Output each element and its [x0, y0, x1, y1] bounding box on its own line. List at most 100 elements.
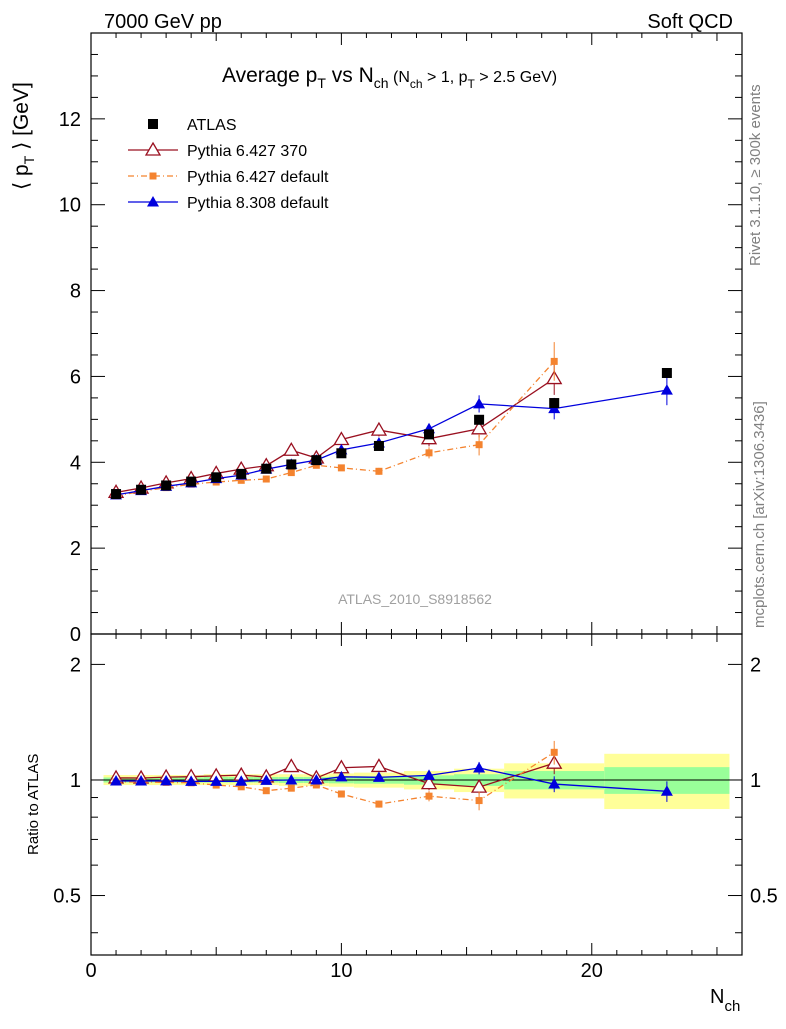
legend-marker-0 — [148, 119, 158, 129]
ratio-point-3-9 — [335, 770, 348, 782]
x-tick-label-20: 20 — [581, 960, 603, 982]
mcplots-label: mcplots.cern.ch [arXiv:1306.3436] — [751, 401, 768, 628]
atlas-point-9 — [336, 448, 347, 459]
data-point-3-14 — [660, 384, 673, 395]
ratio-point-1-11 — [420, 775, 438, 790]
y-tick-label-4: 4 — [70, 452, 81, 474]
ratio-point-3-3 — [185, 775, 198, 786]
atlas-point-11 — [424, 429, 435, 440]
ratio-point-2-13 — [550, 748, 558, 756]
title-cond1: (N — [389, 69, 410, 86]
y-axis-label-sub: T — [21, 155, 37, 164]
legend-label-0: ATLAS — [187, 117, 237, 134]
atlas-point-6 — [261, 463, 272, 474]
title-mid: vs N — [326, 64, 374, 87]
x-tick-label-0: 0 — [85, 960, 96, 982]
header-left: 7000 GeV pp — [104, 11, 222, 33]
ratio-point-2-12 — [475, 797, 483, 805]
atlas-point-1 — [136, 484, 147, 495]
legend: ATLAS Pythia 6.427 370 Pythia 6.427 defaul… — [128, 117, 329, 212]
ratio-tick-label-right-1: 1 — [750, 770, 761, 792]
ratio-tick-label-2: 2 — [70, 654, 81, 676]
main-plot — [107, 342, 673, 500]
ratio-tick-label-1: 1 — [70, 770, 81, 792]
data-point-2-10 — [375, 467, 383, 475]
header-right: Soft QCD — [647, 11, 733, 33]
title-mid-sub: ch — [374, 75, 389, 91]
data-point-2-13 — [550, 357, 558, 365]
data-point-1-7 — [283, 441, 300, 456]
chart-title: Average pT vs Nch (Nch > 1, pT > 2.5 GeV… — [222, 64, 557, 91]
title-cond1-sub: ch — [410, 77, 423, 91]
atlas-point-2 — [161, 480, 172, 491]
legend-label-3: Pythia 8.308 default — [187, 195, 329, 212]
atlas-point-7 — [286, 459, 297, 470]
ratio-point-3-5 — [235, 775, 248, 786]
y-tick-label-6: 6 — [70, 366, 81, 388]
title-main: Average p — [222, 64, 317, 87]
ratio-point-1-10 — [370, 758, 388, 773]
legend-marker-1 — [144, 141, 162, 156]
ratio-point-2-9 — [337, 790, 345, 798]
ratio-tick-label-right-0.5: 0.5 — [750, 886, 778, 908]
ratio-point-3-0 — [110, 774, 123, 786]
ratio-point-3-7 — [285, 773, 298, 785]
ratio-tick-label-right-2: 2 — [750, 654, 761, 676]
ratio-point-1-7 — [283, 758, 300, 773]
ratio-point-2-6 — [262, 787, 270, 795]
legend-marker-3 — [147, 196, 159, 207]
y-axis-label: ⟨ pT ⟩ [GeV] — [10, 82, 37, 190]
ratio-point-3-12 — [473, 762, 486, 773]
x-axis-label: Nch — [710, 986, 740, 1015]
atlas-point-12 — [474, 414, 485, 425]
title-cond2-sub: T — [468, 77, 476, 91]
atlas-point-5 — [236, 468, 247, 479]
ratio-point-3-10 — [372, 771, 385, 782]
x-axis-label-main: N — [710, 986, 724, 1008]
atlas-point-14 — [661, 367, 672, 378]
ratio-point-2-10 — [375, 800, 383, 808]
ratio-point-3-14 — [660, 785, 673, 796]
legend-label-2: Pythia 6.427 default — [187, 169, 329, 186]
atlas-point-13 — [549, 398, 560, 409]
atlas-point-10 — [373, 440, 384, 451]
analysis-watermark: ATLAS_2010_S8918562 — [338, 591, 492, 607]
ratio-point-3-1 — [135, 774, 148, 786]
data-point-2-7 — [287, 469, 295, 477]
atlas-point-0 — [111, 489, 122, 500]
ratio-point-2-7 — [287, 784, 295, 792]
x-axis-label-sub: ch — [724, 998, 740, 1015]
y-tick-label-8: 8 — [70, 281, 81, 303]
ratio-point-3-6 — [260, 774, 273, 785]
ratio-point-2-11 — [425, 792, 433, 800]
atlas-point-4 — [211, 472, 222, 483]
x-tick-label-10: 10 — [330, 960, 352, 982]
y-tick-label-10: 10 — [59, 195, 81, 217]
title-cond3: > 2.5 GeV) — [475, 69, 557, 86]
ratio-point-3-8 — [310, 773, 323, 785]
title-main-sub: T — [317, 75, 326, 91]
y-tick-label-0: 0 — [70, 624, 81, 646]
data-point-2-11 — [425, 449, 433, 457]
ratio-point-2-8 — [312, 781, 320, 789]
data-point-2-8 — [312, 461, 320, 469]
ratio-point-2-5 — [237, 783, 245, 791]
y-axis-label-open: ⟨ p — [10, 164, 33, 190]
ratio-point-3-4 — [210, 775, 223, 786]
ratio-point-3-2 — [160, 774, 173, 786]
ratio-plot — [91, 740, 742, 811]
data-point-3-12 — [473, 397, 486, 409]
ratio-axis-label: Ratio to ATLAS — [25, 754, 42, 855]
data-point-2-9 — [337, 464, 345, 472]
y-tick-label-2: 2 — [70, 538, 81, 560]
legend-label-1: Pythia 6.427 370 — [187, 143, 307, 160]
title-cond2: > 1, p — [423, 69, 468, 86]
ratio-tick-label-0.5: 0.5 — [53, 886, 81, 908]
data-point-1-12 — [470, 420, 488, 435]
atlas-point-8 — [311, 455, 322, 466]
ratio-point-3-13 — [548, 778, 561, 789]
series-line-3 — [115, 389, 667, 496]
y-axis-label-close: ⟩ [GeV] — [10, 82, 33, 156]
